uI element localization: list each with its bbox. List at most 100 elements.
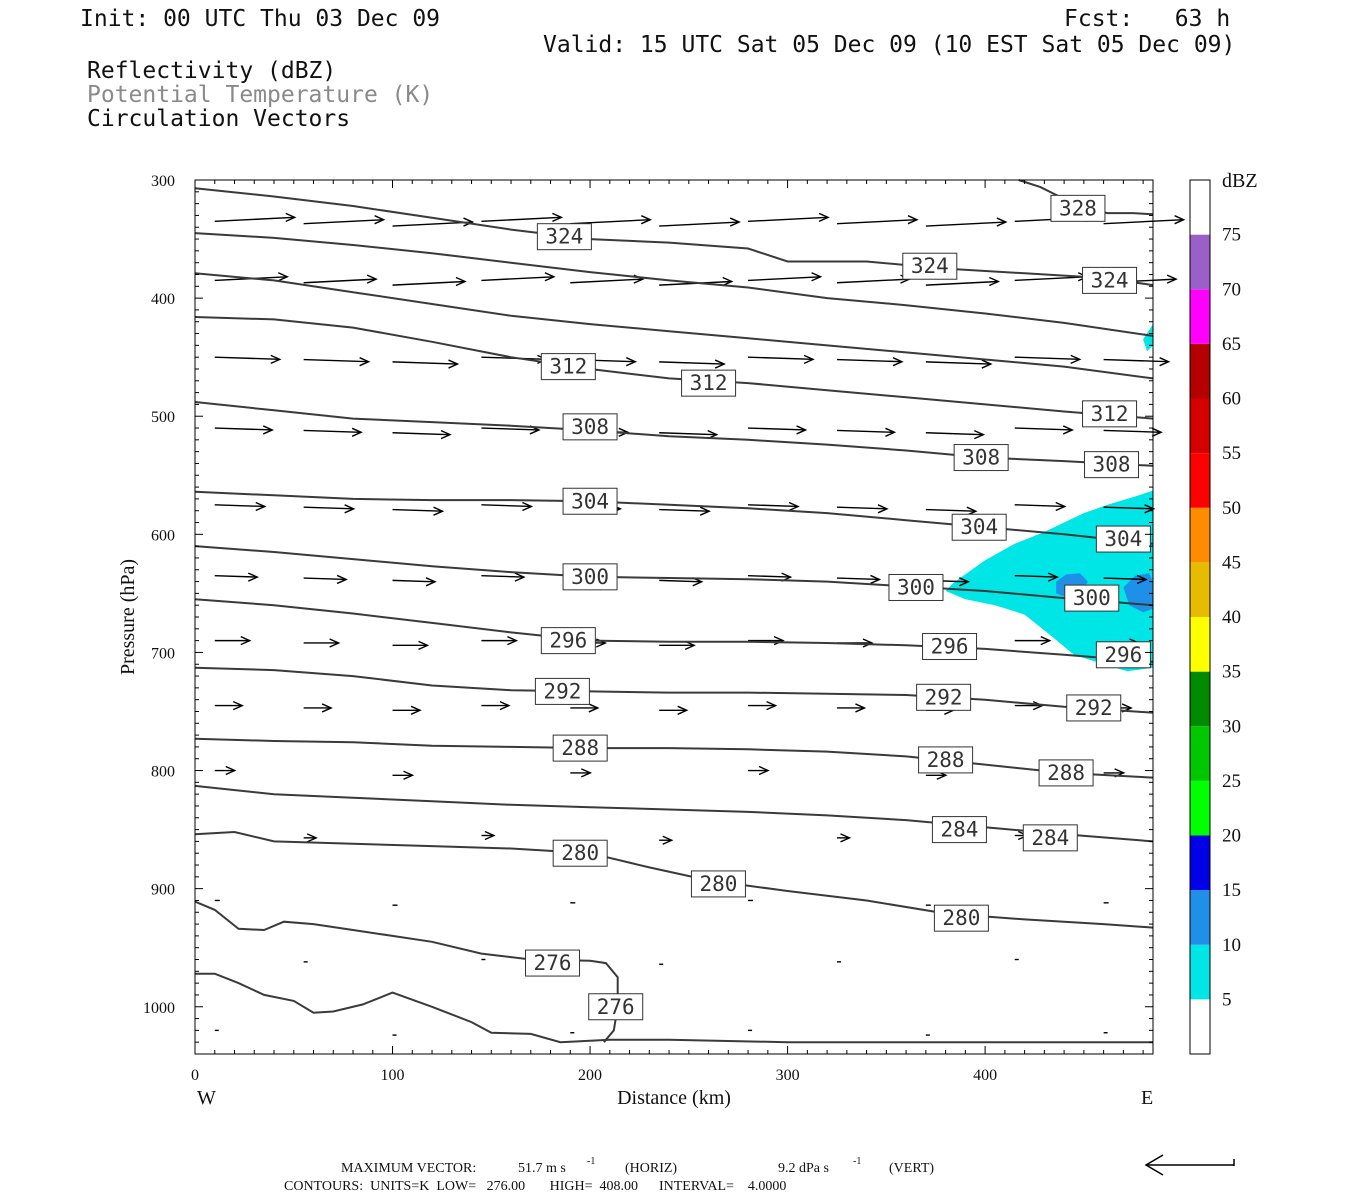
theta-label-box-284: [931, 816, 987, 844]
theta-label-292: 292: [925, 685, 963, 709]
colorbar-bin: [1190, 999, 1210, 1054]
circulation-vector: [392, 506, 445, 516]
circulation-vector: [481, 212, 564, 223]
circulation-vector: [570, 215, 653, 225]
circulation-vector: [748, 700, 778, 711]
circulation-vector: [214, 572, 259, 582]
circulation-vector: [570, 768, 593, 778]
theta-label-324: 324: [1091, 268, 1129, 292]
circulation-vector: [481, 272, 556, 282]
colorbar-bin: [1190, 617, 1210, 672]
colorbar-bin: [1190, 398, 1210, 454]
colorbar-bin: [1190, 562, 1210, 617]
axis-ticks: 300 400 500 600 700 800 900 1000 0 100 200 300 400: [143, 173, 1153, 1084]
colorbar-title: dBZ: [1222, 170, 1258, 192]
theta-label-box-300: [562, 563, 618, 591]
field-potential-temperature: Potential Temperature (K): [87, 82, 433, 108]
max-vector-horiz: 51.7 m s: [518, 1161, 566, 1176]
circulation-vector: [836, 427, 897, 437]
theta-label-288: 288: [1047, 761, 1085, 785]
circulation-vector: [925, 359, 993, 369]
circulation-vector: [481, 501, 534, 512]
theta-label-box-328: [1050, 194, 1106, 222]
theta-label-312: 312: [690, 371, 728, 395]
circulation-vector: [1014, 501, 1067, 512]
theta-label-288: 288: [927, 748, 965, 772]
circulation-vector: [659, 835, 674, 845]
colorbar-label: 5: [1222, 989, 1232, 1010]
circulation-vector: [214, 425, 274, 435]
colorbar-bin: [1190, 890, 1210, 945]
theta-label-box-296: [922, 633, 978, 661]
y-tick-label: 400: [151, 291, 175, 308]
theta-contour-312: [194, 316, 1154, 420]
circulation-vector: [659, 217, 741, 227]
theta-contour-288: [194, 737, 1154, 779]
theta-label-box-300: [888, 573, 944, 601]
colorbar-label: 10: [1222, 935, 1241, 956]
theta-label-box-296: [540, 627, 596, 655]
reflectivity-fill: [945, 324, 1153, 672]
theta-label-300: 300: [1073, 586, 1111, 610]
circulation-vector: [214, 501, 267, 512]
theta-label-box-280: [552, 839, 608, 867]
field-circulation-vectors: Circulation Vectors: [87, 106, 350, 132]
theta-label-312: 312: [549, 355, 587, 379]
field-reflectivity: Reflectivity (dBZ): [87, 58, 336, 84]
circulation-vector: [748, 765, 770, 776]
circulation-vector: [1014, 635, 1052, 646]
theta-label-292: 292: [1075, 696, 1113, 720]
theta-label-296: 296: [1104, 643, 1142, 667]
colorbar-label: 70: [1222, 279, 1241, 300]
theta-label-box-324: [536, 223, 592, 251]
circulation-vector: [659, 359, 726, 369]
circulation-vector: [481, 830, 496, 841]
circulation-vector: [214, 354, 282, 364]
circulation-vector: [214, 700, 244, 711]
theta-label-box-304: [951, 513, 1007, 541]
theta-label-292: 292: [543, 679, 581, 703]
theta-contour-284: [194, 784, 1154, 843]
circulation-vector: [1103, 357, 1171, 367]
colorbar-label: 40: [1222, 607, 1241, 628]
circulation-vector: [481, 354, 549, 364]
theta-label-300: 300: [571, 565, 609, 589]
colorbar-bin: [1190, 835, 1210, 891]
circulation-vector: [925, 217, 1008, 227]
theta-label-box-276: [588, 993, 644, 1021]
x-tick-label: 200: [578, 1067, 602, 1084]
init-time: Init: 00 UTC Thu 03 Dec 09: [80, 6, 440, 32]
circulation-vector: [392, 359, 460, 369]
colorbar-label: 45: [1222, 552, 1241, 573]
theta-label-324: 324: [545, 225, 583, 249]
y-tick-label: 600: [151, 527, 175, 544]
circulation-vector: [303, 638, 341, 648]
circulation-vector: [214, 212, 297, 223]
circulation-vector: [836, 215, 919, 225]
y-tick-label: 800: [151, 764, 175, 781]
contours-summary: CONTOURS: UNITS=K LOW= 276.00 HIGH= 408.…: [284, 1179, 786, 1194]
colorbar-label: 60: [1222, 389, 1241, 410]
circulation-vector: [836, 574, 882, 585]
x-tick-label: 300: [776, 1067, 800, 1084]
circulation-vector: [748, 501, 800, 512]
max-vector-horiz-suffix: (HORIZ): [625, 1161, 677, 1176]
colorbar-label: 30: [1222, 716, 1241, 737]
colorbar-label: 15: [1222, 880, 1241, 901]
theta-label-box-292: [916, 683, 972, 711]
theta-contour-300: [194, 545, 1154, 607]
circulation-vector: [392, 430, 452, 440]
circulation-vector: [481, 635, 519, 646]
theta-label-308: 308: [1093, 453, 1131, 477]
theta-label-284: 284: [940, 818, 978, 842]
colorbar-bin: [1190, 234, 1210, 290]
theta-label-box-304: [1095, 525, 1151, 553]
theta-label-box-292: [1066, 694, 1122, 722]
theta-label-324: 324: [911, 254, 949, 278]
theta-label-box-304: [562, 487, 618, 515]
circulation-vector: [392, 705, 422, 715]
circulation-vector: [392, 276, 467, 287]
theta-label-308: 308: [962, 446, 1000, 470]
max-vector-vert: 9.2 dPa s: [778, 1161, 829, 1176]
theta-label-box-300: [1064, 584, 1120, 612]
